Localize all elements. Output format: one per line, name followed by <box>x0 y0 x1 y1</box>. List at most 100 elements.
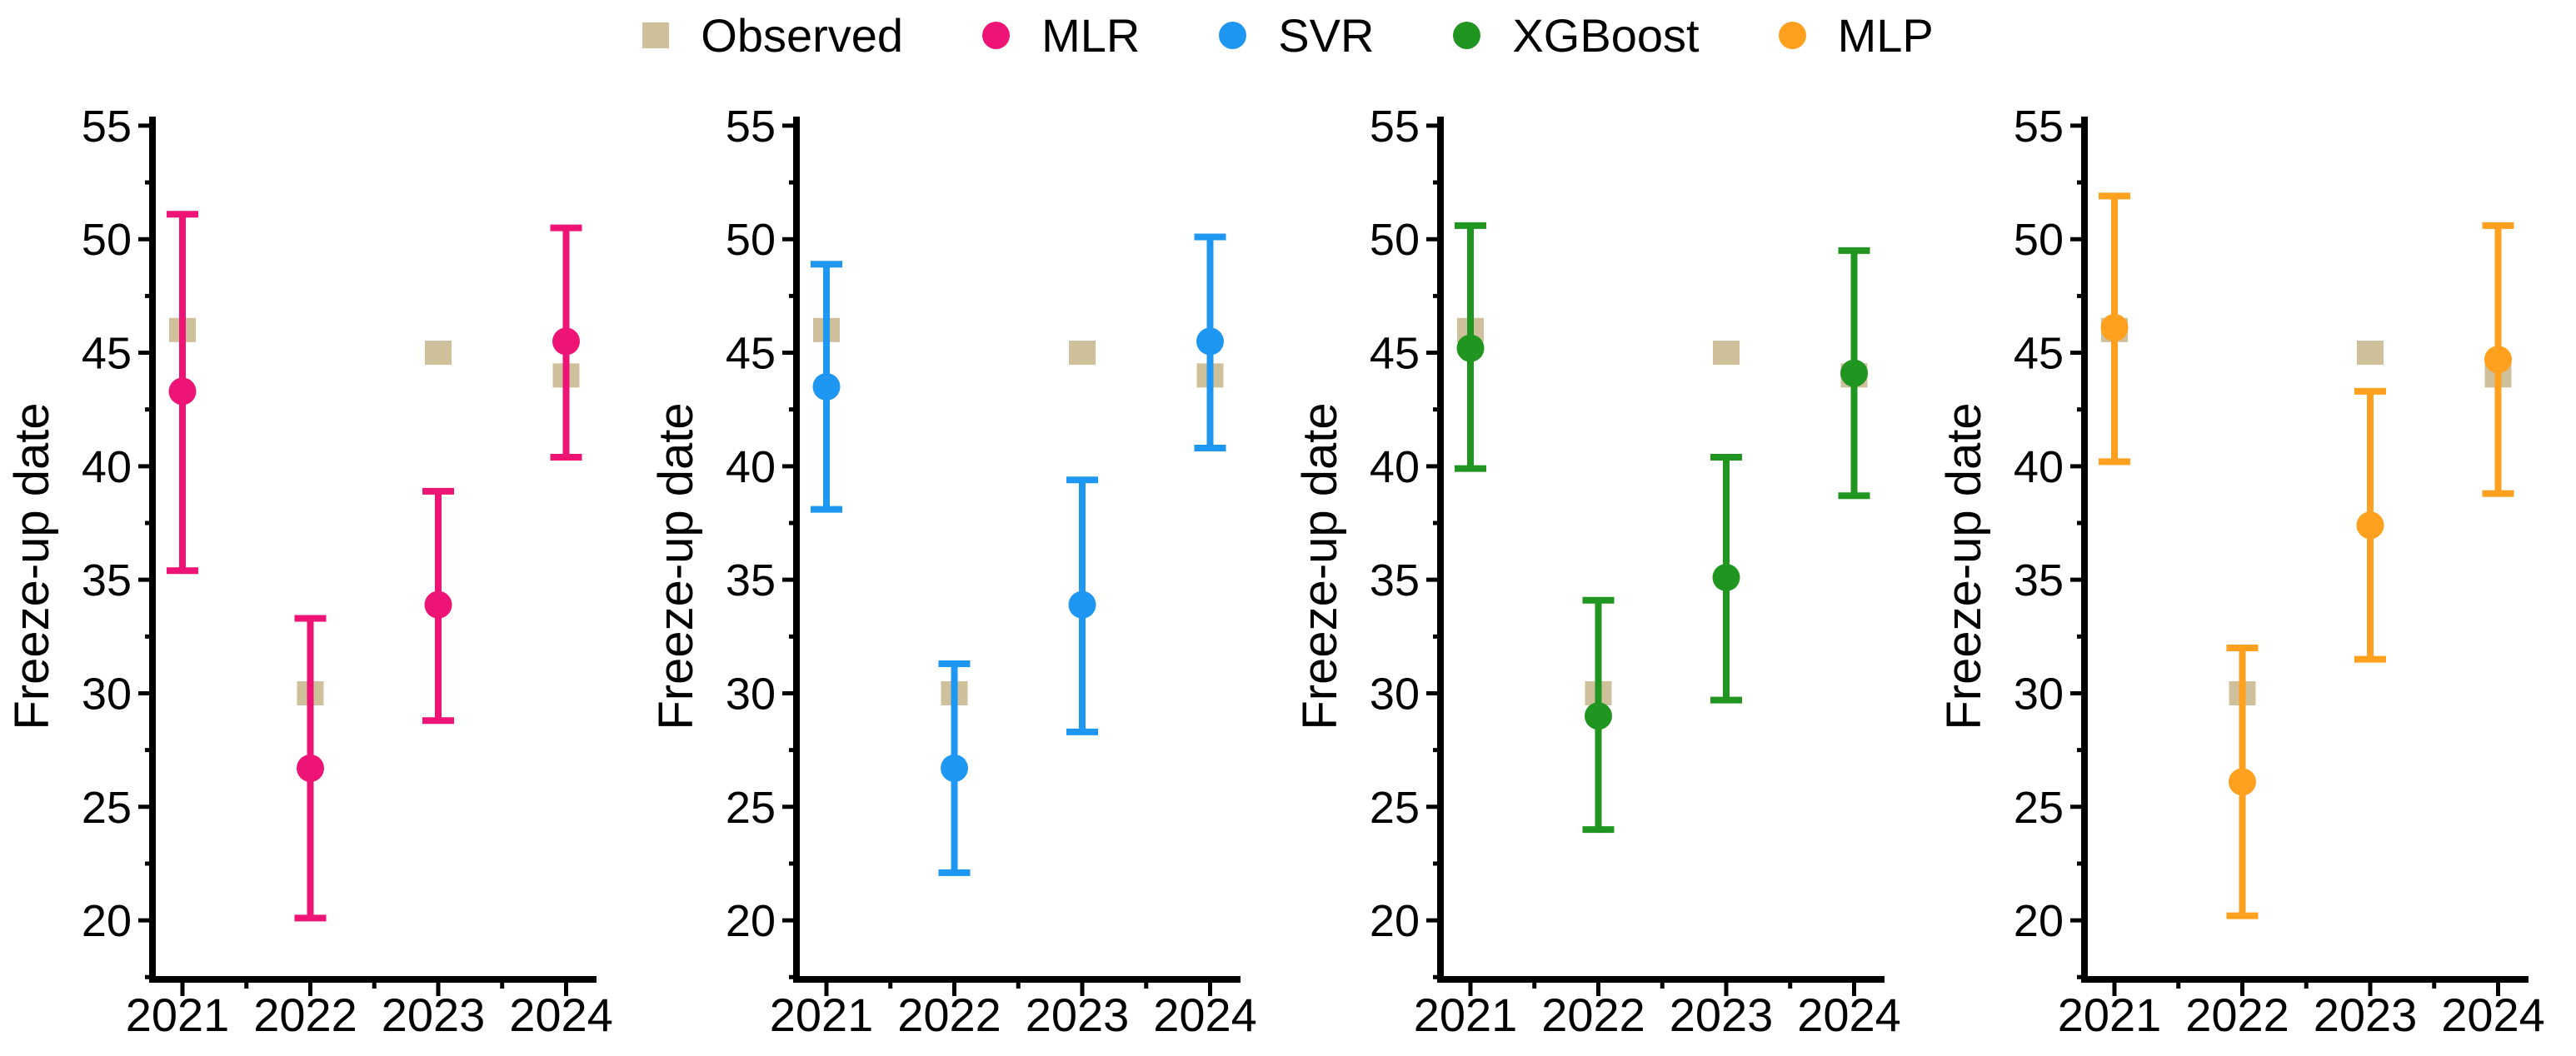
circle-marker-icon <box>1219 21 1247 49</box>
legend-label: XGBoost <box>1512 8 1700 62</box>
x-tick-label: 2023 <box>382 989 486 1041</box>
y-tick-label: 50 <box>726 215 776 265</box>
y-tick-label: 55 <box>2014 102 2064 152</box>
y-tick-label: 20 <box>1370 896 1420 946</box>
x-tick-label: 2021 <box>2058 989 2162 1041</box>
y-tick-label: 55 <box>726 102 776 152</box>
y-axis-title: Freeze-up date <box>1293 402 1347 730</box>
mean-marker-svr <box>1068 590 1096 619</box>
panel-svr: Freeze-up date 20 25 30 35 40 45 50 55 2021 2022 20… <box>644 0 1288 1052</box>
y-tick-label: 20 <box>2014 896 2064 946</box>
x-tick-label: 2024 <box>509 989 613 1041</box>
axes <box>2081 117 2529 983</box>
legend: Observed MLR SVR XGBoost MLP <box>0 5 2576 65</box>
x-tick-label: 2023 <box>1026 989 1130 1041</box>
y-tick-label: 25 <box>2014 783 2064 833</box>
y-tick-label: 20 <box>82 896 132 946</box>
x-tick-label: 2021 <box>770 989 874 1041</box>
mean-marker-xgboost <box>1456 334 1485 362</box>
y-tick-label: 20 <box>726 896 776 946</box>
y-tick-label: 45 <box>82 329 132 379</box>
circle-marker-icon <box>982 21 1011 49</box>
x-tick-label: 2021 <box>1414 989 1518 1041</box>
mean-marker-svr <box>941 754 968 782</box>
y-tick-label: 40 <box>2014 442 2064 492</box>
mean-marker-xgboost <box>1585 702 1612 730</box>
panel-svg-mlp: Freeze-up date 20 25 30 35 40 45 50 55 2021 2022 20… <box>1937 102 2545 1041</box>
axes <box>1437 117 1885 983</box>
legend-item-svr: SVR <box>1219 8 1374 62</box>
y-tick-label: 35 <box>1370 555 1420 605</box>
square-marker-icon <box>642 22 670 48</box>
observed-marker <box>2357 341 2384 366</box>
y-tick-label: 55 <box>82 102 132 152</box>
y-tick-label: 50 <box>82 215 132 265</box>
y-tick-label: 45 <box>726 329 776 379</box>
y-tick-label: 30 <box>82 669 132 719</box>
y-tick-label: 45 <box>2014 329 2064 379</box>
axes <box>149 117 597 983</box>
observed-marker <box>1713 341 1740 366</box>
panel-mlp: Freeze-up date 20 25 30 35 40 45 50 55 2021 2022 20… <box>1932 0 2576 1052</box>
y-tick-label: 25 <box>726 783 776 833</box>
y-tick-label: 35 <box>82 555 132 605</box>
observed-marker <box>1069 341 1096 366</box>
legend-item-mlp: MLP <box>1778 8 1934 62</box>
x-tick-label: 2021 <box>126 989 230 1041</box>
legend-item-mlr: MLR <box>982 8 1140 62</box>
panel-svg-svr: Freeze-up date 20 25 30 35 40 45 50 55 2021 2022 20… <box>649 102 1257 1041</box>
y-tick-label: 40 <box>726 442 776 492</box>
legend-item-observed: Observed <box>642 8 903 62</box>
y-tick-label: 30 <box>1370 669 1420 719</box>
mean-marker-xgboost <box>1712 563 1740 591</box>
panel-mlr: Freeze-up date 20 25 30 35 40 45 50 55 2021 2022 20… <box>0 0 644 1052</box>
mean-marker-mlp <box>2229 768 2256 796</box>
y-tick-label: 40 <box>1370 442 1420 492</box>
legend-label: MLP <box>1837 8 1934 62</box>
y-tick-label: 55 <box>1370 102 1420 152</box>
mean-marker-mlr <box>424 590 452 619</box>
panel-svg-xgboost: Freeze-up date 20 25 30 35 40 45 50 55 2021 2022 20… <box>1293 102 1901 1041</box>
y-tick-label: 25 <box>1370 783 1420 833</box>
legend-label: Observed <box>701 8 904 62</box>
x-tick-label: 2022 <box>2185 989 2289 1041</box>
x-tick-label: 2024 <box>1797 989 1901 1041</box>
y-tick-label: 50 <box>2014 215 2064 265</box>
mean-marker-svr <box>1196 327 1224 356</box>
x-tick-label: 2023 <box>2314 989 2418 1041</box>
y-axis-title: Freeze-up date <box>1937 402 1991 730</box>
x-tick-label: 2022 <box>897 989 1001 1041</box>
mean-marker-mlr <box>297 754 324 782</box>
y-axis-title: Freeze-up date <box>5 402 59 730</box>
y-tick-label: 25 <box>82 783 132 833</box>
mean-marker-mlr <box>168 377 197 406</box>
legend-label: SVR <box>1278 8 1375 62</box>
x-tick-label: 2022 <box>253 989 357 1041</box>
y-tick-label: 40 <box>82 442 132 492</box>
y-tick-label: 30 <box>2014 669 2064 719</box>
x-tick-label: 2024 <box>1153 989 1257 1041</box>
panel-svg-mlr: Freeze-up date 20 25 30 35 40 45 50 55 2021 2022 20… <box>5 102 613 1041</box>
y-tick-label: 30 <box>726 669 776 719</box>
x-tick-label: 2022 <box>1541 989 1645 1041</box>
y-tick-label: 50 <box>1370 215 1420 265</box>
mean-marker-mlp <box>2100 314 2129 342</box>
y-tick-label: 35 <box>2014 555 2064 605</box>
mean-marker-xgboost <box>1840 359 1868 387</box>
mean-marker-mlp <box>2484 346 2512 374</box>
observed-marker <box>425 341 452 366</box>
mean-marker-mlp <box>2356 511 2384 540</box>
legend-item-xgboost: XGBoost <box>1453 8 1700 62</box>
y-tick-label: 35 <box>726 555 776 605</box>
mean-marker-mlr <box>552 327 580 356</box>
panel-xgboost: Freeze-up date 20 25 30 35 40 45 50 55 2021 2022 20… <box>1288 0 1932 1052</box>
x-tick-label: 2024 <box>2441 989 2545 1041</box>
y-axis-title: Freeze-up date <box>649 402 703 730</box>
circle-marker-icon <box>1778 21 1806 49</box>
x-tick-label: 2023 <box>1670 989 1774 1041</box>
axes <box>793 117 1241 983</box>
mean-marker-svr <box>812 372 841 401</box>
legend-label: MLR <box>1041 8 1141 62</box>
